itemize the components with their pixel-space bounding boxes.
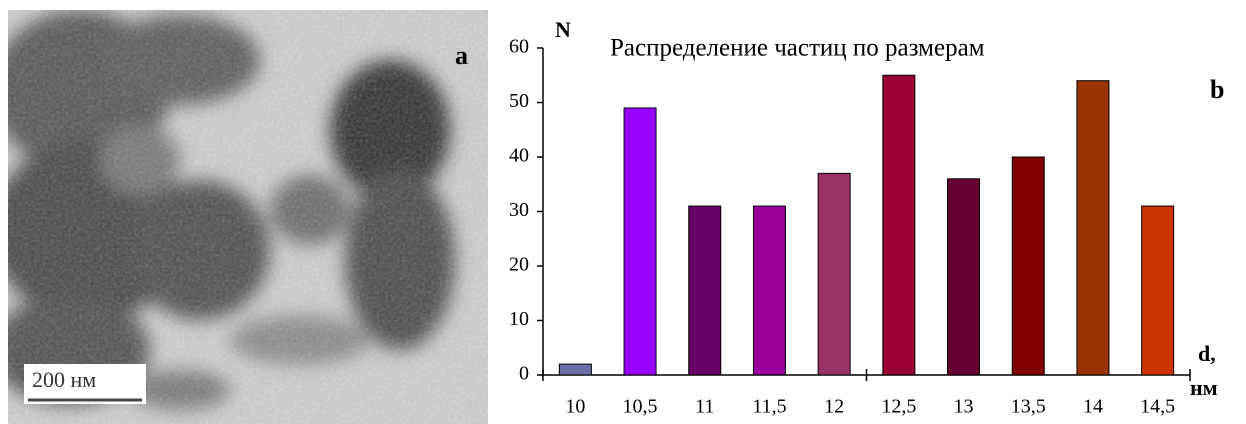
y-tick-label: 40 <box>509 145 529 167</box>
bar <box>688 205 722 376</box>
bar <box>623 107 657 376</box>
y-tick-label: 0 <box>519 363 529 385</box>
bar <box>1141 205 1175 376</box>
y-tick-label: 60 <box>509 36 529 58</box>
x-tick-label: 10 <box>565 396 585 418</box>
plot: 0 10 20 30 40 50 60 10 10,5 11 11,5 12 12,5 13 13,5 14 1… <box>509 36 1191 418</box>
bar <box>817 172 851 376</box>
bar <box>1076 80 1110 376</box>
x-tick-label: 11 <box>695 396 714 418</box>
micrograph <box>8 10 488 424</box>
panel-label: b <box>1210 75 1224 104</box>
y-tick-label: 50 <box>509 90 529 112</box>
bar <box>1011 156 1045 376</box>
scale-bar-label: 200 нм <box>32 367 96 392</box>
x-axis-label: d, <box>1198 341 1216 366</box>
x-tick-label: 13 <box>954 396 974 418</box>
y-tick-label: 10 <box>509 308 529 330</box>
y-tick-label: 30 <box>509 199 529 221</box>
x-tick-label: 10,5 <box>623 396 658 418</box>
x-tick-label: 12 <box>824 396 844 418</box>
bar <box>882 74 916 376</box>
bar <box>947 178 981 376</box>
x-tick-label: 14 <box>1083 396 1103 418</box>
y-tick-label: 20 <box>509 254 529 276</box>
bar <box>558 363 592 376</box>
bar <box>752 205 786 376</box>
y-axis-label: N <box>555 17 571 42</box>
x-tick-label: 13,5 <box>1011 396 1046 418</box>
chart-title: Распределение частиц по размерам <box>610 35 985 62</box>
scale-bar-box <box>24 364 146 404</box>
x-tick-label: 14,5 <box>1140 396 1175 418</box>
x-axis-label: нм <box>1190 375 1218 400</box>
panel-label: a <box>455 41 468 70</box>
x-tick-label: 11,5 <box>752 396 786 418</box>
x-tick-label: 12,5 <box>881 396 916 418</box>
